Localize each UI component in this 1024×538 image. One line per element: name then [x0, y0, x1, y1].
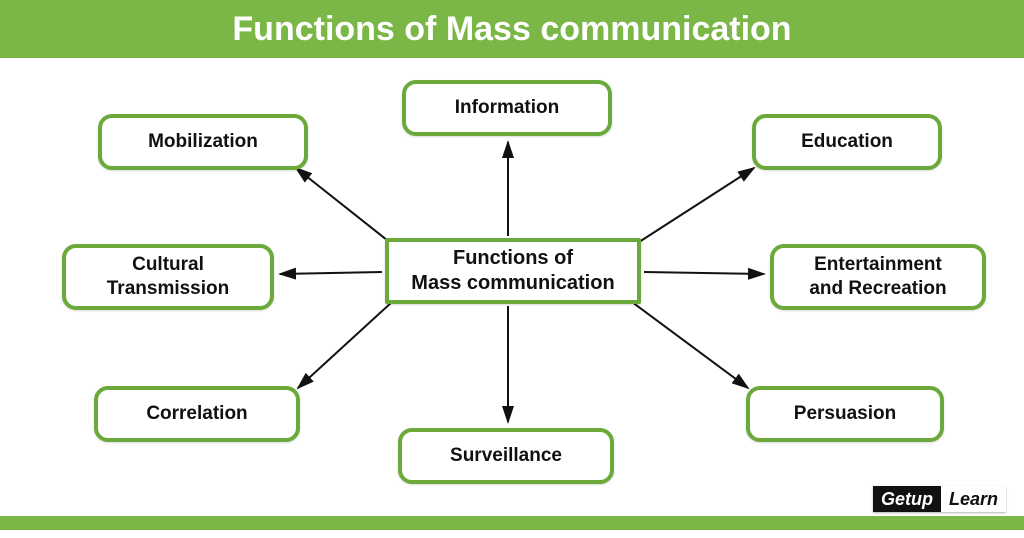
diagram-canvas: Functions of Mass communication Informat…: [0, 58, 1024, 515]
center-node-line2: Mass communication: [411, 271, 614, 296]
node-label: Transmission: [107, 277, 230, 301]
center-node-line1: Functions of: [411, 246, 614, 271]
header-title: Functions of Mass communication: [232, 10, 791, 49]
arrow-mobilization: [296, 168, 392, 244]
node-label: Mobilization: [148, 130, 258, 154]
node-surveillance: Surveillance: [398, 428, 614, 484]
node-correlation: Correlation: [94, 386, 300, 442]
node-education: Education: [752, 114, 942, 170]
arrow-education: [636, 168, 754, 244]
center-node: Functions of Mass communication: [385, 238, 641, 304]
header-bar: Functions of Mass communication: [0, 0, 1024, 58]
node-label: Entertainment: [809, 253, 946, 277]
arrow-persuasion: [632, 302, 748, 388]
node-label: Correlation: [146, 402, 247, 426]
node-entertainment: Entertainmentand Recreation: [770, 244, 986, 310]
brand-logo: Getup Learn: [873, 486, 1006, 512]
arrow-correlation: [298, 302, 392, 388]
arrow-cultural: [280, 272, 382, 274]
node-label: Cultural: [107, 253, 230, 277]
node-label: Information: [455, 96, 560, 120]
brand-part2: Learn: [941, 486, 1006, 512]
node-label: Persuasion: [794, 402, 896, 426]
footer-bar: [0, 516, 1024, 530]
node-label: Education: [801, 130, 893, 154]
node-label: Surveillance: [450, 444, 562, 468]
node-cultural: CulturalTransmission: [62, 244, 274, 310]
brand-part1: Getup: [873, 486, 941, 512]
arrow-entertainment: [644, 272, 764, 274]
node-mobilization: Mobilization: [98, 114, 308, 170]
node-information: Information: [402, 80, 612, 136]
node-label: and Recreation: [809, 277, 946, 301]
node-persuasion: Persuasion: [746, 386, 944, 442]
